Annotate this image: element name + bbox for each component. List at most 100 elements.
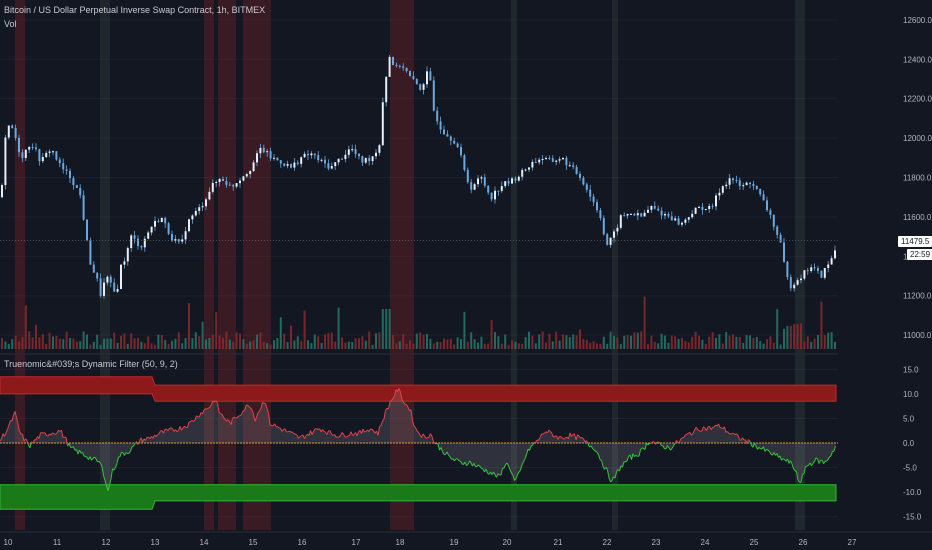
oscillator-line xyxy=(671,445,674,449)
volume-bar xyxy=(674,336,677,349)
oscillator-line xyxy=(400,392,403,400)
candle-body xyxy=(174,239,177,241)
oscillator-line xyxy=(697,428,700,432)
highlight-zone xyxy=(390,0,414,530)
candle-body xyxy=(810,267,813,272)
volume-bar xyxy=(766,339,768,349)
oscillator-line xyxy=(496,473,499,478)
volume-bar xyxy=(772,342,775,349)
candle-body xyxy=(670,216,673,221)
volume-bar xyxy=(677,338,680,349)
candle-body xyxy=(704,209,707,211)
candle-body xyxy=(715,195,717,207)
volume-bar xyxy=(188,303,190,349)
oscillator-line xyxy=(713,424,716,428)
oscillator-line xyxy=(793,468,796,471)
oscillator-line xyxy=(607,469,610,479)
volume-bar xyxy=(120,335,122,349)
volume-bar xyxy=(307,340,309,349)
oscillator-line xyxy=(152,434,155,439)
oscillator-line xyxy=(812,461,815,464)
volume-bar xyxy=(337,307,340,349)
candle-body xyxy=(439,121,442,130)
oscillator-line xyxy=(425,437,428,439)
price-tick-label: 11000.0 xyxy=(903,331,932,340)
time-tick-label: 11 xyxy=(53,538,62,547)
oscillator-line xyxy=(640,447,643,451)
volume-bar xyxy=(504,334,507,349)
candle-body xyxy=(300,157,303,164)
volume-bar xyxy=(293,340,296,349)
volume-bar xyxy=(347,341,350,349)
volume-bar xyxy=(494,332,496,349)
time-tick-label: 24 xyxy=(701,538,710,547)
candle-body xyxy=(364,157,367,163)
oscillator-line xyxy=(58,429,61,432)
oscillator-line xyxy=(46,434,49,437)
oscillator-line xyxy=(415,427,418,431)
oscillator-line xyxy=(382,418,385,422)
candle-body xyxy=(633,213,636,216)
volume-bar xyxy=(514,341,517,349)
oscillator-line xyxy=(587,443,590,448)
candle-body xyxy=(545,157,547,160)
volume-bar xyxy=(174,338,177,349)
oscillator-line xyxy=(575,434,578,440)
oscillator-line xyxy=(413,425,416,428)
volume-label[interactable]: Vol xyxy=(4,19,17,29)
volume-bar xyxy=(194,332,197,349)
oscillator-line xyxy=(22,434,25,442)
oscillator-line xyxy=(601,460,604,467)
volume-bar xyxy=(517,343,520,349)
time-tick-label: 23 xyxy=(652,538,661,547)
candle-body xyxy=(143,238,146,248)
oscillator-line xyxy=(368,428,371,432)
candle-body xyxy=(511,178,513,184)
oscillator-line xyxy=(244,405,247,412)
volume-bar xyxy=(392,335,394,349)
oscillator-line xyxy=(245,404,248,407)
symbol-title[interactable]: Bitcoin / US Dollar Perpetual Inverse Sw… xyxy=(4,5,266,15)
candle-body xyxy=(334,162,337,167)
volume-bar xyxy=(691,336,694,349)
volume-bar xyxy=(371,344,374,349)
highlight-zone xyxy=(511,0,517,530)
candle-body xyxy=(687,217,690,220)
oscillator-line xyxy=(187,421,190,428)
indicator-axis[interactable]: 15.0 10.0 5.0 0.0 -5.0 -10.0 -15.0 xyxy=(903,365,922,521)
candle-body xyxy=(755,185,758,189)
volume-bar xyxy=(721,343,724,349)
oscillator-line xyxy=(442,451,445,455)
volume-bar xyxy=(65,331,68,349)
candle-body xyxy=(157,220,160,223)
candle-body xyxy=(11,125,14,128)
oscillator-line xyxy=(538,437,541,441)
volume-bar xyxy=(201,321,204,349)
volume-bar xyxy=(596,343,598,349)
time-tick-label: 10 xyxy=(4,538,13,547)
volume-bar xyxy=(150,343,153,349)
volume-bar xyxy=(99,344,102,349)
volume-bar xyxy=(548,333,551,349)
oscillator-line xyxy=(290,431,293,433)
oscillator-line xyxy=(641,447,644,449)
volume-bar xyxy=(643,296,646,349)
oscillator-line xyxy=(683,434,686,438)
oscillator-line xyxy=(206,407,209,410)
highlight-zone xyxy=(100,0,110,530)
oscillator-line xyxy=(412,421,415,426)
oscillator-line xyxy=(767,449,770,452)
candle-body xyxy=(694,207,697,214)
oscillator-line xyxy=(605,466,608,471)
oscillator-line xyxy=(247,404,250,408)
oscillator-line xyxy=(124,452,127,456)
time-axis[interactable]: 10 11 12 13 14 15 16 17 18 19 20 21 22 23 24 25 26 27 xyxy=(0,531,932,550)
volume-bar xyxy=(545,342,547,349)
oscillator-line xyxy=(311,431,314,436)
indicator-title[interactable]: Truenomic&#039;s Dynamic Filter (50, 9, … xyxy=(4,359,178,369)
oscillator-line xyxy=(35,436,38,441)
oscillator-line xyxy=(11,415,14,422)
oscillator-line xyxy=(110,468,113,479)
